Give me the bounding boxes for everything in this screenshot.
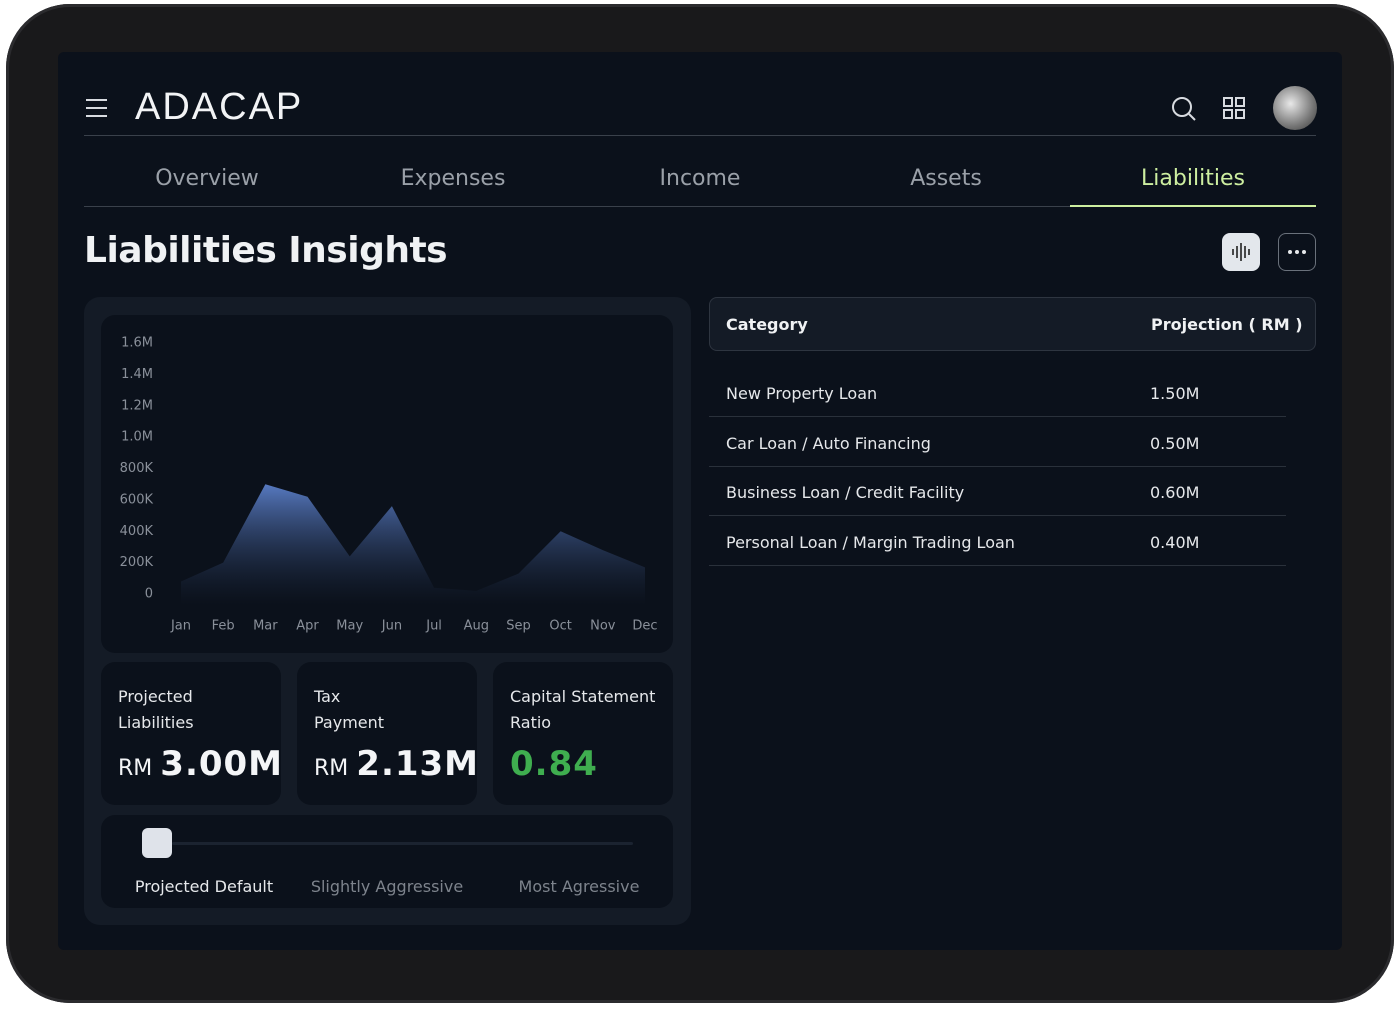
- x-tick-label: Oct: [549, 619, 571, 634]
- row-divider: [709, 564, 1286, 566]
- stat-label: Capital Statement Ratio: [510, 687, 656, 732]
- x-tick-label: Jul: [425, 619, 442, 634]
- stat-label: Tax Payment: [314, 687, 385, 732]
- area: [181, 484, 645, 605]
- stat-unit: RM: [118, 756, 153, 781]
- menu-icon[interactable]: [84, 96, 110, 120]
- column-header: Category: [726, 315, 808, 334]
- table-header: [709, 297, 1316, 351]
- column-header: Projection ( RM ): [1151, 315, 1303, 334]
- x-tick-label: Aug: [464, 619, 489, 634]
- stat-card: Capital Statement Ratio 0.84: [493, 662, 673, 805]
- row-divider: [709, 416, 1286, 417]
- cell-category: Personal Loan / Margin Trading Loan: [726, 532, 1015, 552]
- avatar[interactable]: [1273, 86, 1317, 130]
- y-tick-label: 200K: [120, 555, 154, 570]
- search-icon[interactable]: [1170, 95, 1198, 123]
- x-tick-label: Nov: [590, 619, 616, 634]
- apps-icon[interactable]: [1222, 96, 1248, 122]
- slider-thumb[interactable]: [142, 828, 172, 858]
- stat-value: 0.84: [510, 744, 598, 784]
- tabs-divider: [84, 206, 1316, 207]
- slider-option[interactable]: Most Agressive: [518, 877, 640, 896]
- tab[interactable]: Liabilities: [1141, 166, 1245, 191]
- y-tick-label: 0: [145, 587, 153, 602]
- stat-value: RM 2.13M: [314, 744, 479, 784]
- page-title: Liabilities Insights: [84, 230, 448, 271]
- active-tab-indicator: [1070, 205, 1316, 207]
- x-tick-label: Jun: [381, 619, 402, 634]
- x-tick-label: May: [336, 619, 363, 634]
- y-tick-label: 600K: [120, 492, 154, 507]
- x-tick-label: Mar: [253, 619, 278, 634]
- more-button[interactable]: [1278, 233, 1316, 271]
- y-tick-label: 800K: [120, 461, 154, 476]
- y-tick-label: 400K: [120, 524, 154, 539]
- stat-number: 2.13M: [356, 744, 480, 784]
- stat-unit: RM: [314, 756, 349, 781]
- slider-option[interactable]: Projected Default: [134, 877, 274, 896]
- tab[interactable]: Income: [659, 166, 741, 191]
- stat-card: Projected Liabilities RM 3.00M: [101, 662, 283, 805]
- tab[interactable]: Expenses: [400, 166, 506, 191]
- slider-option[interactable]: Slightly Aggressive: [310, 877, 464, 896]
- stat-value: RM 3.00M: [118, 744, 283, 784]
- chart-button[interactable]: [1222, 233, 1260, 271]
- x-tick-label: Jan: [170, 619, 191, 634]
- row-divider: [709, 465, 1286, 467]
- cell-category: New Property Loan: [726, 384, 878, 403]
- y-tick-label: 1.6M: [121, 336, 153, 351]
- stat-number: 3.00M: [160, 744, 284, 784]
- cell-value: 0.60M: [1150, 483, 1200, 502]
- logo[interactable]: ADACAP: [135, 86, 304, 128]
- waveform-icon: [1232, 243, 1250, 261]
- area-chart: 0 200K 400K 600K 800K 1.0M 1.2M 1.4M 1.6M Jan Feb M…: [120, 336, 658, 634]
- stat-number: 0.84: [510, 744, 598, 784]
- cell-value: 0.40M: [1150, 532, 1200, 552]
- tab[interactable]: Overview: [155, 166, 259, 191]
- y-tick-label: 1.4M: [121, 367, 153, 382]
- stat-label: Projected Liabilities: [118, 687, 194, 732]
- more-icon: [1288, 250, 1306, 254]
- header-divider: [84, 135, 1316, 136]
- x-tick-label: Sep: [506, 619, 531, 634]
- cell-category: Business Loan / Credit Facility: [726, 483, 965, 502]
- stat-card: Tax Payment RM 2.13M: [297, 662, 479, 805]
- x-tick-label: Apr: [296, 619, 319, 634]
- cell-value: 0.50M: [1150, 433, 1200, 453]
- y-tick-label: 1.2M: [121, 398, 153, 413]
- x-tick-label: Feb: [212, 619, 235, 634]
- row-divider: [709, 515, 1286, 516]
- slider-track: [172, 842, 633, 845]
- y-tick-label: 1.0M: [121, 430, 153, 445]
- slider-card: [101, 815, 673, 908]
- cell-category: Car Loan / Auto Financing: [726, 433, 931, 453]
- x-tick-label: Dec: [632, 619, 657, 634]
- cell-value: 1.50M: [1150, 384, 1200, 403]
- tab[interactable]: Assets: [910, 166, 982, 191]
